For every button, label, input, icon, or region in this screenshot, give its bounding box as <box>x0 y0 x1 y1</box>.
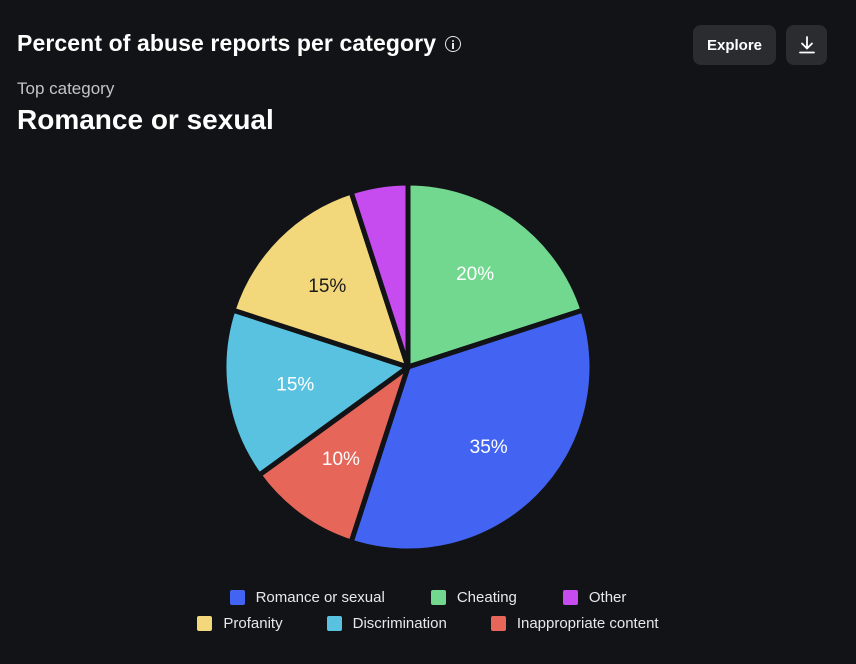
chart-header: Percent of abuse reports per category <box>17 30 462 57</box>
legend-label-discrimination: Discrimination <box>352 615 447 632</box>
legend-swatch-romance <box>229 590 245 605</box>
legend-label-inappropriate: Inappropriate content <box>516 615 659 632</box>
pie-label-profanity: 15% <box>308 276 346 297</box>
legend-label-profanity: Profanity <box>223 615 283 632</box>
top-category-label: Top category <box>17 79 115 98</box>
pie-slice-discrimination[interactable] <box>221 307 411 478</box>
legend-item-discrimination[interactable]: Discrimination <box>326 615 447 632</box>
pie-label-romance-or-sexual: 35% <box>470 437 508 458</box>
pie-label-cheating: 20% <box>456 264 494 285</box>
pie-slice-other[interactable] <box>348 180 411 370</box>
explore-button[interactable]: Explore <box>693 25 776 65</box>
legend-swatch-cheating <box>430 590 446 605</box>
pie-slices <box>221 180 595 554</box>
legend-swatch-discrimination <box>326 616 342 631</box>
download-button[interactable] <box>786 25 827 65</box>
pie-labels: 20% 35% 10% 15% 15% <box>276 264 508 470</box>
legend-item-romance[interactable]: Romance or sexual <box>229 589 385 606</box>
legend-row-1: Romance or sexual Cheating Other <box>0 589 856 606</box>
pie-slice-romance-or-sexual[interactable] <box>348 307 595 554</box>
legend-swatch-profanity <box>197 616 213 631</box>
pie-slice-cheating[interactable] <box>405 180 586 370</box>
legend-swatch-other <box>562 590 578 605</box>
legend-label-other: Other <box>588 589 627 606</box>
pie-chart: 20% 35% 10% 15% 15% <box>221 180 595 554</box>
pie-label-discrimination: 15% <box>276 374 314 395</box>
legend-item-profanity[interactable]: Profanity <box>197 615 283 632</box>
legend-row-2: Profanity Discrimination Inappropriate c… <box>0 615 856 632</box>
download-icon <box>798 36 815 54</box>
legend-item-cheating[interactable]: Cheating <box>430 589 517 606</box>
info-icon[interactable] <box>445 35 462 52</box>
legend-label-romance: Romance or sexual <box>255 589 385 606</box>
legend-item-other[interactable]: Other <box>562 589 627 606</box>
top-category-value: Romance or sexual <box>17 104 274 135</box>
legend-item-inappropriate[interactable]: Inappropriate content <box>490 615 659 632</box>
chart-title: Percent of abuse reports per category <box>17 30 437 56</box>
legend-label-cheating: Cheating <box>456 589 517 606</box>
pie-label-inappropriate-content: 10% <box>322 449 360 470</box>
legend-swatch-inappropriate <box>490 616 506 631</box>
pie-slice-inappropriate-content[interactable] <box>256 364 411 545</box>
